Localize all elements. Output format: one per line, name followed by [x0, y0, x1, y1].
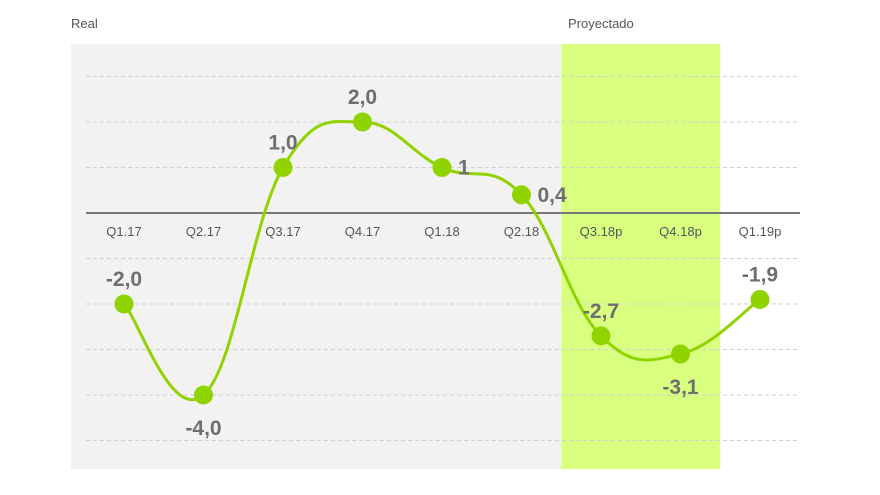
projected-region-label: Proyectado [568, 16, 634, 31]
projected-period-highlight [561, 44, 721, 469]
x-tick-label: Q4.18p [659, 224, 702, 239]
data-point [432, 158, 452, 177]
x-tick-label: Q2.18 [504, 224, 539, 239]
data-point [512, 185, 531, 205]
data-label: 0,4 [538, 184, 568, 207]
data-points [114, 112, 770, 405]
data-labels: -2,0 -4,0 1,0 2,0 1 0,4 -2,7 -3,1 -1,9 [106, 86, 778, 440]
x-tick-label: Q1.19p [739, 224, 782, 239]
data-label: -3,1 [662, 376, 699, 399]
data-point [591, 326, 611, 346]
x-tick-label: Q4.17 [345, 224, 380, 239]
data-point [353, 112, 372, 132]
data-label: 1,0 [268, 132, 297, 155]
data-label: -2,7 [583, 300, 619, 323]
x-tick-labels: Q1.17 Q2.17 Q3.17 Q4.17 Q1.18 Q2.18 Q3.18p Q4.1… [106, 224, 781, 239]
data-point [750, 289, 770, 309]
x-tick-label: Q3.17 [265, 224, 300, 239]
data-label: 1 [458, 157, 470, 180]
data-label: -1,9 [742, 263, 778, 286]
x-tick-label: Q1.18 [424, 224, 459, 239]
data-point [273, 158, 293, 177]
series-line [122, 119, 761, 402]
x-tick-label: Q1.17 [106, 224, 141, 239]
data-label: 2,0 [348, 86, 377, 109]
real-period-background [71, 44, 562, 469]
data-point [671, 344, 690, 364]
x-tick-label: Q2.17 [186, 224, 221, 239]
data-label: -2,0 [106, 268, 142, 291]
data-label: -4,0 [185, 417, 221, 440]
real-region-label: Real [71, 16, 98, 31]
data-point [194, 385, 213, 405]
x-tick-label: Q3.18p [580, 224, 623, 239]
data-point [114, 294, 134, 314]
